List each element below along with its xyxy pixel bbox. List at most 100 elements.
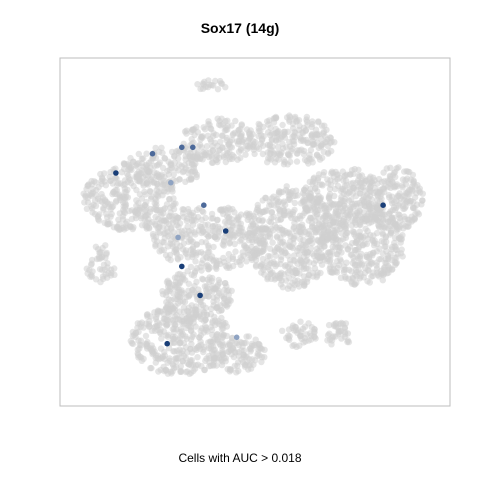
background-cell-point — [170, 290, 177, 297]
background-cell-point — [378, 178, 386, 186]
background-cell-point — [208, 349, 216, 356]
background-cell-point — [388, 197, 395, 204]
background-cell-point — [92, 276, 100, 283]
background-cell-point — [201, 343, 208, 351]
background-cell-point — [203, 143, 211, 150]
background-cell-point — [327, 256, 334, 264]
background-cell-point — [366, 180, 373, 188]
background-cell-point — [84, 182, 91, 189]
background-cell-point — [156, 248, 163, 255]
background-cell-point — [219, 333, 226, 341]
high-auc-cell-point — [164, 340, 170, 347]
background-cell-point — [291, 199, 298, 207]
background-cell-point — [205, 233, 212, 240]
background-cell-point — [267, 234, 274, 241]
background-cell-point — [219, 144, 226, 151]
background-cell-point — [145, 159, 153, 167]
background-cell-point — [215, 338, 222, 345]
background-cell-point — [199, 80, 207, 87]
background-cell-point — [173, 316, 180, 323]
background-cell-point — [232, 117, 239, 125]
background-cell-point — [102, 182, 110, 189]
background-cell-point — [392, 261, 399, 269]
background-cell-point — [258, 358, 265, 366]
background-cell-point — [192, 306, 199, 313]
background-cell-point — [289, 285, 296, 292]
background-cell-point — [213, 151, 220, 158]
background-cell-point — [385, 210, 393, 218]
background-cell-point — [158, 144, 165, 151]
background-cell-point — [184, 205, 192, 213]
background-cell-point — [164, 316, 171, 324]
background-cell-point — [193, 171, 200, 178]
background-cell-point — [147, 313, 154, 320]
background-cell-point — [323, 126, 330, 134]
background-cell-point — [152, 243, 159, 250]
background-cell-point — [163, 201, 171, 208]
background-cell-point — [143, 150, 150, 157]
background-cell-point — [312, 185, 319, 192]
background-cell-point — [303, 113, 311, 121]
background-cell-point — [136, 320, 144, 327]
background-cell-point — [99, 175, 106, 183]
background-cell-point — [178, 328, 185, 335]
background-cell-point — [220, 325, 227, 332]
background-cell-point — [142, 207, 149, 214]
background-cell-point — [226, 341, 233, 348]
background-cell-point — [344, 338, 351, 346]
background-cell-point — [252, 257, 260, 264]
background-cell-point — [362, 225, 369, 232]
background-cell-point — [198, 238, 205, 246]
background-cell-point — [242, 212, 249, 219]
background-cell-point — [212, 77, 219, 85]
background-cell-point — [377, 218, 384, 226]
background-cell-point — [279, 284, 286, 291]
background-cell-point — [159, 149, 166, 157]
background-cell-point — [171, 152, 178, 159]
background-cell-point — [291, 219, 298, 227]
background-cell-point — [346, 188, 354, 195]
background-cell-point — [118, 169, 126, 176]
background-cell-point — [129, 225, 136, 233]
background-cell-point — [137, 170, 144, 177]
background-cell-point — [165, 171, 172, 178]
background-cell-point — [187, 357, 194, 364]
background-cell-point — [201, 126, 209, 133]
background-cell-point — [188, 340, 195, 348]
background-cell-point — [164, 225, 171, 232]
background-cell-point — [217, 80, 225, 87]
background-cell-point — [259, 150, 267, 158]
background-cell-point — [213, 262, 220, 269]
background-cell-point — [189, 126, 196, 134]
background-cell-point — [173, 249, 180, 256]
background-cell-point — [95, 216, 102, 223]
background-cell-point — [208, 215, 215, 222]
background-cell-point — [268, 208, 275, 216]
background-cell-point — [365, 195, 372, 202]
background-cell-point — [329, 243, 336, 250]
background-cell-point — [279, 121, 286, 129]
background-cell-point — [256, 121, 263, 129]
background-cell-point — [155, 215, 162, 223]
background-cell-point — [169, 188, 176, 195]
background-cell-point — [200, 348, 207, 356]
background-cell-point — [286, 212, 293, 219]
background-cell-point — [245, 362, 253, 369]
background-cell-point — [106, 173, 113, 181]
background-cell-point — [311, 265, 319, 272]
background-cell-point — [363, 251, 370, 259]
background-cell-point — [126, 166, 134, 173]
background-cell-point — [259, 218, 266, 225]
background-cell-point — [378, 238, 385, 245]
background-cell-point — [286, 118, 293, 125]
background-cell-point — [185, 159, 192, 167]
background-cell-point — [357, 185, 365, 192]
background-cell-point — [378, 255, 385, 263]
background-cell-point — [220, 237, 228, 244]
background-cell-point — [208, 326, 216, 333]
background-cell-point — [290, 252, 298, 259]
background-cell-point — [303, 249, 311, 256]
background-cell-point — [155, 368, 162, 375]
background-cell-point — [340, 223, 348, 230]
background-cell-point — [206, 121, 213, 128]
